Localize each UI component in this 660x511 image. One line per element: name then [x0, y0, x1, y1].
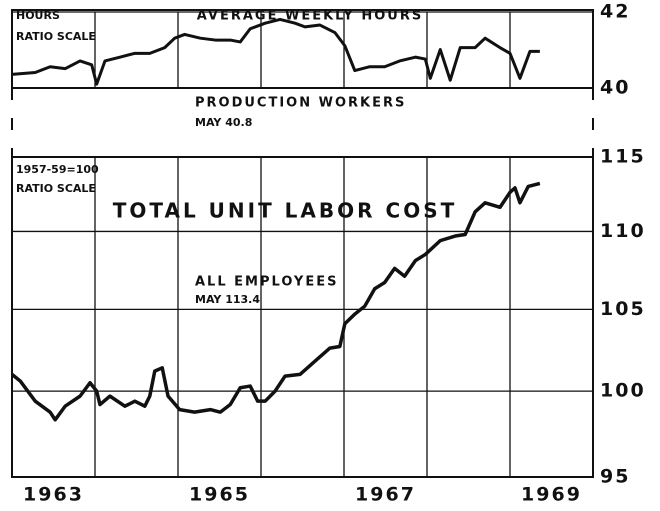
- x-tick-label: 1965: [189, 484, 250, 506]
- bottom-series-label: ALL EMPLOYEES: [195, 275, 338, 290]
- top-scale-note: RATIO SCALE: [16, 30, 96, 43]
- top-ylabel: HOURS: [16, 9, 60, 22]
- y-tick-label: 105: [600, 298, 646, 320]
- x-tick-label: 1967: [355, 484, 416, 506]
- top-title: AVERAGE WEEKLY HOURS: [197, 9, 424, 24]
- y-tick-label: 95: [600, 466, 630, 488]
- x-tick-label: 1963: [23, 484, 84, 506]
- bottom-scale-note: RATIO SCALE: [16, 182, 96, 195]
- x-tick-label: 1969: [521, 484, 582, 506]
- bottom-ylabel: 1957-59=100: [16, 163, 99, 176]
- y-tick-label: 42: [600, 1, 630, 23]
- data-line: [10, 181, 541, 422]
- top-annotation: MAY 40.8: [195, 116, 252, 129]
- top-series-label: PRODUCTION WORKERS: [195, 96, 406, 111]
- bottom-title: TOTAL UNIT LABOR COST: [113, 199, 458, 223]
- y-tick-label: 115: [600, 146, 646, 168]
- y-tick-label: 110: [600, 220, 646, 242]
- y-tick-label: 100: [600, 380, 646, 402]
- y-tick-label: 40: [600, 77, 630, 99]
- bottom-annotation: MAY 113.4: [195, 293, 260, 306]
- data-line: [11, 17, 540, 86]
